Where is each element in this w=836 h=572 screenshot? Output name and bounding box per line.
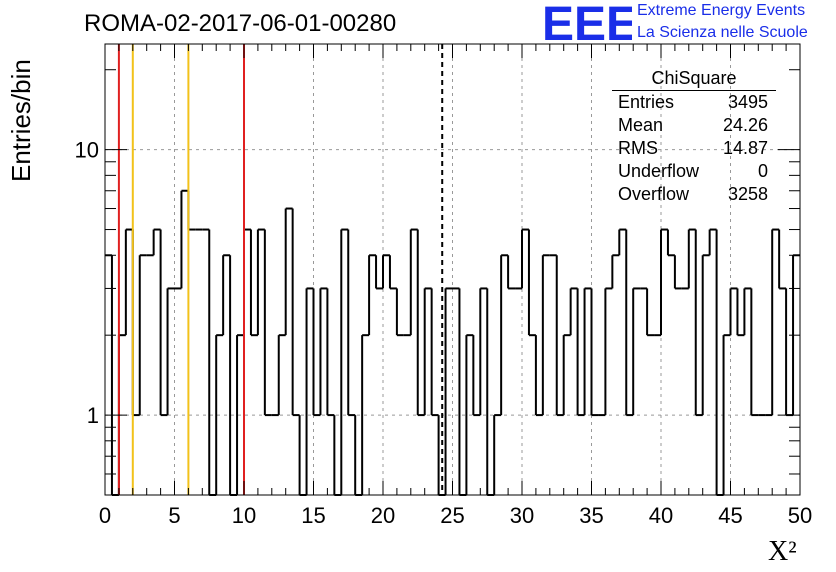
stats-box: ChiSquare Entries 3495 Mean 24.26 RMS 14… (612, 68, 776, 208)
x-tick-label: 10 (232, 503, 256, 528)
stats-row-underflow: Underflow 0 (618, 161, 768, 183)
logo-line-1: Extreme Energy Events (637, 2, 806, 19)
x-tick-label: 15 (301, 503, 325, 528)
x-tick-label: 50 (788, 503, 812, 528)
x-tick-label: 5 (168, 503, 180, 528)
x-tick-label: 45 (718, 503, 742, 528)
stats-value: 14.87 (722, 138, 768, 158)
stats-row-entries: Entries 3495 (618, 92, 768, 114)
x-tick-label: 40 (649, 503, 673, 528)
logo-mark: EEE (542, 0, 632, 44)
x-axis-label: X² (768, 536, 797, 567)
stats-row-overflow: Overflow 3258 (618, 184, 768, 206)
stats-row-rms: RMS 14.87 (618, 138, 768, 160)
stats-value: 3258 (727, 184, 768, 204)
y-axis-label: Entries/bin (6, 59, 36, 182)
stats-key: Overflow (618, 184, 690, 204)
x-tick-label: 20 (371, 503, 395, 528)
stats-value: 0 (757, 161, 768, 181)
stats-value: 3495 (727, 92, 768, 112)
stats-key: RMS (618, 138, 658, 158)
y-tick-label: 1 (87, 403, 99, 428)
chart-title: ROMA-02-2017-06-01-00280 (84, 10, 397, 37)
x-tick-label: 30 (510, 503, 534, 528)
stats-key: Mean (618, 115, 664, 135)
stats-key: Underflow (618, 161, 700, 181)
stats-title: ChiSquare (651, 68, 737, 88)
eee-logo: EEE (542, 0, 632, 44)
axis-tick-labels: 0 5 10 15 20 25 30 35 40 45 50 1 10 (75, 138, 813, 528)
reference-lines (117, 44, 444, 495)
stats-row-mean: Mean 24.26 (618, 115, 768, 137)
axis-ticks (104, 44, 801, 495)
x-tick-label: 35 (579, 503, 603, 528)
x-tick-label: 25 (440, 503, 464, 528)
histogram-series (105, 189, 800, 496)
logo-line-2: La Scienza nelle Scuole (637, 24, 808, 41)
y-tick-label: 10 (75, 138, 99, 163)
stats-value: 24.26 (722, 115, 768, 135)
stats-divider (612, 90, 776, 91)
stats-key: Entries (618, 92, 675, 112)
x-tick-label: 0 (99, 503, 111, 528)
